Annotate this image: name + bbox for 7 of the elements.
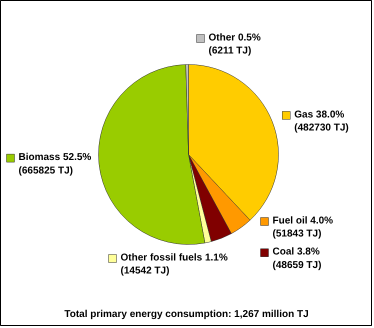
text: Total primary energy consumption: 1,267 million TJ <box>64 309 309 320</box>
legend-label: Gas 38.0% (482730 TJ) <box>294 109 349 134</box>
legend-label: Coal 3.8% (48659 TJ) <box>272 246 322 271</box>
legend-label: Fuel oil 4.0% (51843 TJ) <box>272 216 334 240</box>
legend-label: Other fossil fuels 1.1% (14542 TJ) <box>120 252 228 277</box>
legend-label: Biomass 52.5% (665825 TJ) <box>18 152 92 176</box>
legend-label: Other 0.5% (6211 TJ) <box>208 32 261 57</box>
